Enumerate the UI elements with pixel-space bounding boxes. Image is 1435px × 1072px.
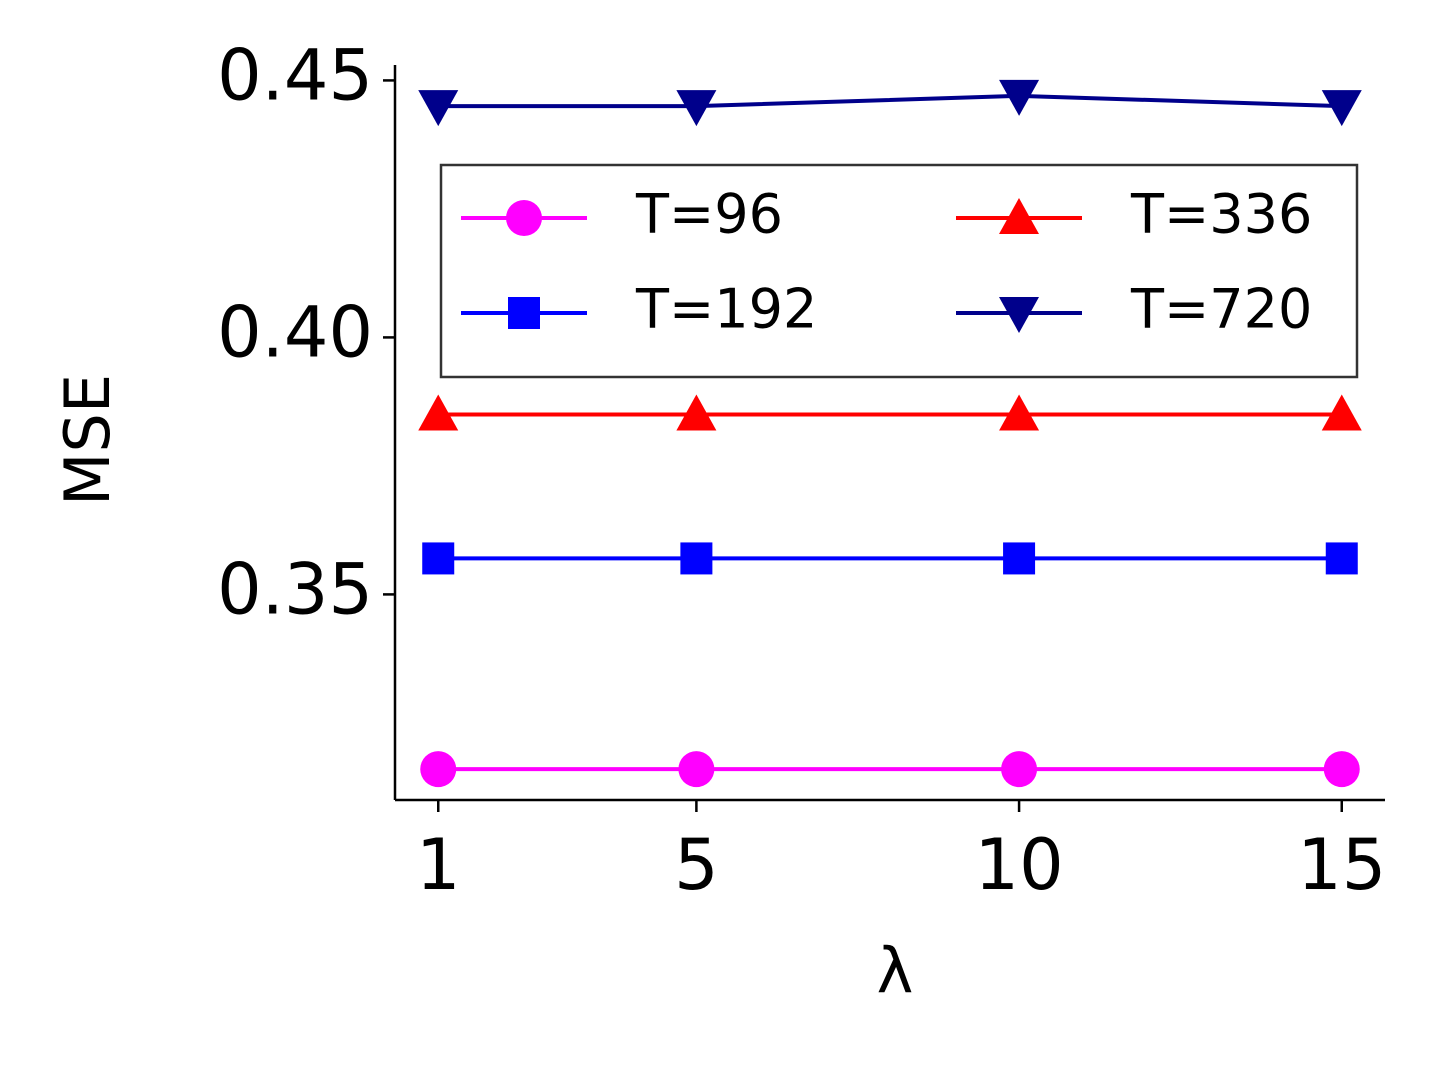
marker (1323, 751, 1360, 788)
legend-box (439, 163, 1359, 379)
y-tick-label: 0.40 (217, 291, 373, 373)
x-axis-label: λ (877, 934, 914, 1007)
marker (999, 394, 1040, 431)
marker (680, 542, 713, 575)
x-tick-label: 1 (416, 824, 461, 906)
marker (1003, 542, 1036, 575)
marker (1321, 394, 1362, 431)
legend-label: T=96 (635, 183, 783, 246)
marker (1001, 751, 1038, 788)
legend-marker (999, 297, 1039, 333)
x-tick-label: 10 (975, 824, 1064, 906)
marker (676, 394, 717, 431)
marker (420, 751, 457, 788)
marker (418, 394, 459, 431)
line (438, 93, 1342, 109)
legend-marker (508, 297, 540, 329)
marker (999, 79, 1040, 116)
marker (422, 542, 455, 575)
marker (1321, 90, 1362, 127)
marker (418, 90, 459, 127)
marker (678, 751, 715, 788)
x-tick-label: 15 (1297, 824, 1386, 906)
legend-marker (506, 200, 542, 236)
y-axis-label: MSE (51, 374, 124, 506)
legend-label: T=720 (1130, 278, 1312, 341)
legend-marker (999, 198, 1039, 234)
y-tick-label: 0.35 (217, 548, 373, 630)
marker (676, 90, 717, 127)
y-tick-label: 0.45 (217, 34, 373, 116)
legend-label: T=336 (1130, 183, 1312, 246)
x-tick-label: 5 (674, 824, 719, 906)
legend-label: T=192 (635, 278, 817, 341)
marker (1325, 542, 1358, 575)
